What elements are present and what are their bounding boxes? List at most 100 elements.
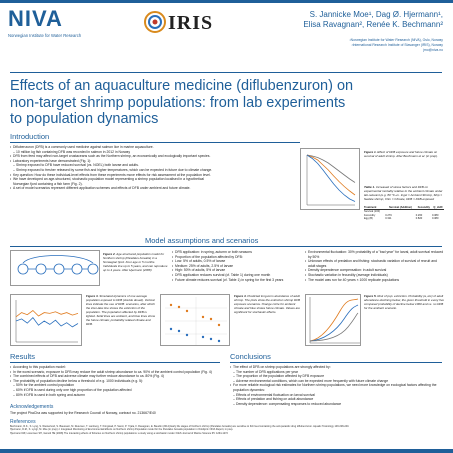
poster-title: Effects of an aquaculture medicine (difl… [10,78,442,128]
affiliation-1: ¹Norwegian Institute for Water Research … [349,38,443,42]
list-item: Shrimp exposed to DFB have reduced survi… [10,163,220,168]
contact-email[interactable]: jmo@niva.no [423,48,443,53]
figure-1-caption: Figure 1. Effect of DFB exposure and fut… [364,150,444,158]
conclusions-list: The effect of DFB on shrimp populations … [230,365,442,406]
list-item: DFB application: in spring, autumn or bo… [172,250,302,255]
table-cell: Fecundity [364,213,376,217]
figure-4-text: Predicted long-term abundance of adult s… [234,294,301,314]
list-item: 50% for the ambient control population [10,383,220,388]
list-item: In the worst scenario, exposure to DFB m… [10,370,220,375]
affiliations: ¹Norwegian Institute for Water Research … [253,38,443,54]
table-header-row: Treatment Survival (Addition) Fecundity … [364,206,444,211]
figure-4-svg [165,297,227,345]
conclusions-divider [230,362,442,363]
niva-logo-mark: NIVA [8,6,63,31]
model-divider [10,246,442,247]
list-item: Laboratory experiments have demonstrated… [10,159,220,164]
title-line-3: to population dynamics [10,111,159,127]
figure-5-text: Risk of pop. extinction. Probability (a,… [364,294,444,310]
reference-item: Hjermann, D.Ø., K. Lyngr, M. Moe (in pre… [10,428,234,432]
figure-2-diagram [10,250,100,286]
results-heading: Results [10,352,36,361]
list-item: Environmental fluctuation: 30% probabili… [305,250,445,259]
iris-logo-word: IRIS [168,12,214,34]
model-assumptions-list: Environmental fluctuation: 30% probabili… [305,250,445,282]
figure-1-label: Figure 1. [364,150,377,154]
figure-2-caption: Figure 2. Age-structured population mode… [103,252,169,272]
list-item: 80% if DFB is used in both spring and au… [10,393,220,398]
list-item: Effects of predation and fishing on adul… [230,397,442,402]
introduction-heading: Introduction [10,132,50,141]
chart-axis [15,300,78,343]
table-row: Egg (B) 0.311 0.820 0.380 [364,217,444,220]
results-divider [10,362,220,363]
list-item: Low: 5% of adults, 0.5% of larvae [172,259,302,264]
table-header-cell: Fecundity [415,206,432,211]
list-item: A set of model scenarios represent diffe… [10,186,220,191]
table-cell: 0.279 [385,213,392,217]
table-row: Survival (100) [364,210,444,214]
list-item: Density dependence compensation: in adul… [305,268,445,273]
list-item: The probability of population decline be… [10,379,220,384]
figure-3-chart [10,294,82,346]
table-cell: Survival (100) [364,210,381,214]
figure-2-label: Figure 2. [103,252,116,256]
table-cell: Egg (B) [364,217,373,221]
table-row: Fecundity 0.279 0.260 0.380 [364,214,444,217]
authors-line-2: Elisa Ravagnan², Renée K. Bechmann² [303,20,443,29]
figure-3-svg [15,300,79,343]
figure-1-chart [300,148,360,210]
title-line-1: Effects of an aquaculture medicine (difl… [10,78,354,94]
list-item: Unknown effects of predation and fishing… [305,259,445,268]
table-1-caption: Table 1. Increased of stress factors and… [364,185,444,201]
table-cell: 0.820 [415,217,423,221]
reference-item: Hjermann DØ, Lorentsen SH, Gérard HE (20… [10,431,228,435]
list-item: High: 50% of adults, 5% of larvae [172,268,302,273]
table-cell: 0.311 [385,217,392,221]
table-1: Treatment Survival (Addition) Fecundity … [364,206,444,221]
list-item: Future climate reduces survival (cf. Tab… [172,278,302,283]
introduction-list: Diflubenzuron (DFB) is a commonly used m… [10,145,220,191]
table-1-text: Increased of stress factors and DFB on e… [364,185,443,201]
niva-logo-subtitle: Norwegian Institute for Water Research [8,33,82,38]
title-line-2: non-target shrimp populations: from lab … [10,94,346,111]
list-item: Proportion of the population affected by… [172,255,302,260]
authors-line-1: S. Jannicke Moe¹, Dag Ø. Hjermann¹, [309,10,443,19]
figure-5-chart [305,294,361,346]
results-list: According to this population model:In th… [10,365,220,397]
list-item: For more reliable ecological risk estima… [230,383,442,392]
acknowledgements-heading: Acknowledgements [10,404,54,410]
top-accent-bar [0,0,453,3]
figure-3-label: Figure 3. [86,294,99,298]
table-cell: 0.380 [431,213,439,217]
acknowledgements-text: The project PhaCha was supported by the … [10,411,156,415]
author-list: S. Jannicke Moe¹, Dag Ø. Hjermann¹, Elis… [253,10,443,30]
figure-5-svg [309,297,360,344]
model-scenarios-list: DFB application: in spring, autumn or bo… [172,250,302,282]
list-item: Shrimp exposed to fresher released by so… [10,168,220,173]
list-item: Stochastic variation in fecundity (avera… [305,273,445,278]
references-list: Bechmann, R.K., S. Lyng, S. Westerlund, … [10,425,442,435]
conclusions-heading: Conclusions [230,352,271,361]
figure-3-caption: Figure 3. Simulated dynamics of one aver… [86,294,156,326]
list-item: Diflubenzuron (DFB) is a commonly used m… [10,145,220,150]
references-heading: References [10,419,36,425]
series-line [306,154,356,183]
list-item: We have developed an age-structured, sto… [10,177,220,186]
model-heading: Model assumptions and scenarios [145,236,259,245]
list-item: The model was run for 40 years × 1000 re… [305,278,445,283]
table-header-cell: Treatment [364,206,386,211]
table-header-cell: Survival (Addition) [385,206,416,211]
niva-logo: NIVA Norwegian Institute for Water Resea… [8,8,100,44]
figure-5-label: Figure 5. [364,294,377,298]
figure-4-label: Figure 4. [234,294,247,298]
list-item: DFB application reduces survival (cf. Ta… [172,273,302,278]
list-item: According to this population model: [10,365,220,370]
table-cell: 0.260 [415,213,423,217]
figure-1-text: Effect of DFB exposure and future climat… [364,150,438,158]
header-divider [10,72,442,73]
bottom-accent-bar [0,449,453,453]
figure-4-chart [160,294,230,346]
series-line [15,316,79,328]
affiliation-2: ²International Research Institute of Sta… [351,43,443,48]
